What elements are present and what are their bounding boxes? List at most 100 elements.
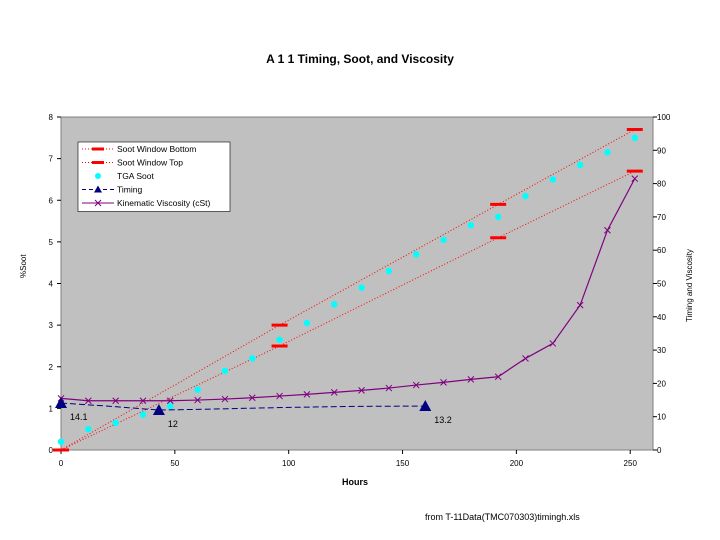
y-left-tick-label: 8: [49, 113, 54, 122]
viscosity-marker-stroke: [549, 340, 557, 347]
y-right-tick-label: 50: [657, 280, 666, 289]
viscosity-marker: [385, 384, 393, 392]
viscosity-marker-stroke: [221, 395, 229, 403]
y-axis-left-label: %Soot: [19, 254, 28, 278]
viscosity-marker: [84, 397, 92, 405]
tga-soot-point: [57, 438, 65, 445]
viscosity-marker: [221, 395, 229, 403]
viscosity-marker-stroke: [330, 389, 338, 396]
tga-soot-point: [576, 161, 584, 169]
timing-data-label: 14.1: [70, 412, 88, 422]
legend-item: Soot Window Top: [82, 158, 183, 168]
viscosity-marker: [522, 355, 529, 362]
viscosity-marker: [139, 397, 147, 405]
tga-soot-point: [385, 267, 393, 275]
viscosity-marker: [303, 391, 311, 398]
soot-window-top-line: [60, 129, 636, 451]
viscosity-marker: [576, 301, 584, 309]
y-left-tick-label: 1: [49, 404, 54, 413]
legend-label: TGA Soot: [117, 171, 154, 181]
viscosity-marker-stroke: [522, 355, 529, 362]
tga-soot-point: [249, 355, 256, 362]
legend-swatch-marker: [94, 199, 102, 207]
viscosity-marker-stroke: [358, 387, 365, 394]
tga-soot-point: [331, 301, 338, 308]
tga-soot-point: [413, 251, 420, 258]
tga-soot-point: [522, 192, 529, 200]
legend-label: Soot Window Bottom: [117, 144, 196, 154]
y-left-tick-label: 6: [49, 196, 54, 205]
x-tick-label: 100: [282, 459, 296, 468]
viscosity-marker: [494, 373, 502, 381]
y-left-tick-label: 3: [49, 321, 54, 330]
viscosity-marker-stroke: [248, 394, 256, 402]
viscosity-marker: [631, 175, 639, 182]
soot-window-bottom-line: [60, 170, 636, 451]
viscosity-marker: [330, 389, 338, 396]
y-right-tick-label: 90: [657, 146, 666, 155]
tga-soot-point: [194, 386, 201, 393]
viscosity-marker-stroke: [276, 392, 283, 400]
viscosity-marker-stroke: [467, 376, 475, 383]
legend-label: Kinematic Viscosity (cSt): [117, 198, 211, 208]
viscosity-marker-stroke: [194, 396, 201, 404]
viscosity-marker: [276, 392, 283, 400]
y-axis-right-label: Timing and Viscosity: [685, 249, 694, 322]
timing-data-label: 12: [168, 419, 178, 429]
viscosity-marker-stroke: [112, 397, 119, 405]
y-left-tick-label: 4: [49, 280, 54, 289]
viscosity-marker: [412, 381, 420, 389]
tga-soot-point: [358, 284, 365, 291]
x-axis-label: Hours: [341, 477, 368, 487]
y-left-tick-label: 0: [49, 446, 54, 455]
y-right-tick-label: 100: [657, 113, 671, 122]
tga-soot-point: [604, 149, 611, 156]
legend-item: Kinematic Viscosity (cSt): [82, 198, 211, 208]
y-right-tick-label: 70: [657, 213, 666, 222]
viscosity-marker: [604, 226, 611, 234]
legend-item: Timing: [82, 185, 142, 195]
viscosity-marker-stroke: [604, 226, 611, 234]
y-right-tick-label: 60: [657, 246, 666, 255]
y-left-tick-label: 2: [49, 363, 54, 372]
y-right-tick-label: 0: [657, 446, 662, 455]
viscosity-marker-stroke: [303, 391, 311, 398]
viscosity-marker: [248, 394, 256, 402]
legend-label: Timing: [117, 185, 142, 195]
viscosity-line: [60, 178, 636, 402]
viscosity-marker: [358, 387, 365, 394]
viscosity-marker: [549, 340, 557, 347]
timing-line: [60, 402, 426, 411]
viscosity-marker-stroke: [631, 175, 639, 182]
x-tick-label: 200: [510, 459, 524, 468]
tga-soot-point: [494, 213, 502, 221]
legend-swatch-marker: [94, 185, 102, 193]
viscosity-marker: [467, 376, 475, 383]
viscosity-marker-stroke: [412, 381, 420, 389]
tga-soot-point: [112, 419, 119, 427]
tga-soot-point: [549, 176, 557, 183]
tga-soot-point: [139, 411, 147, 418]
legend-swatch-marker: [95, 173, 101, 179]
x-tick-label: 150: [396, 459, 410, 468]
y-right-tick-label: 80: [657, 180, 666, 189]
timing-point: [152, 404, 165, 416]
tga-soot-point: [85, 425, 92, 433]
timing-point: [419, 400, 432, 412]
y-right-tick-label: 40: [657, 313, 666, 322]
tga-soot-point: [276, 336, 283, 343]
y-right-tick-label: 20: [657, 379, 666, 388]
legend-item: TGA Soot: [95, 171, 154, 181]
x-tick-label: 250: [624, 459, 638, 468]
y-left-tick-label: 7: [49, 155, 54, 164]
x-tick-label: 50: [170, 459, 179, 468]
viscosity-marker: [112, 397, 119, 405]
viscosity-marker-stroke: [576, 301, 584, 309]
y-right-tick-label: 30: [657, 346, 666, 355]
viscosity-marker-stroke: [440, 379, 447, 386]
tga-soot-point: [467, 222, 475, 229]
viscosity-marker-stroke: [84, 397, 92, 405]
viscosity-marker-stroke: [494, 373, 502, 381]
tga-soot-point: [221, 367, 229, 375]
tga-soot-point: [303, 319, 311, 327]
